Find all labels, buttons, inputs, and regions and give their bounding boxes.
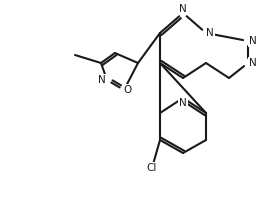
Text: N: N — [179, 98, 187, 108]
Text: N: N — [249, 58, 257, 68]
Text: N: N — [179, 4, 187, 14]
Text: Cl: Cl — [147, 163, 157, 173]
Text: O: O — [124, 85, 132, 95]
Text: N: N — [249, 36, 257, 46]
Text: N: N — [98, 75, 106, 85]
Text: N: N — [206, 28, 214, 38]
